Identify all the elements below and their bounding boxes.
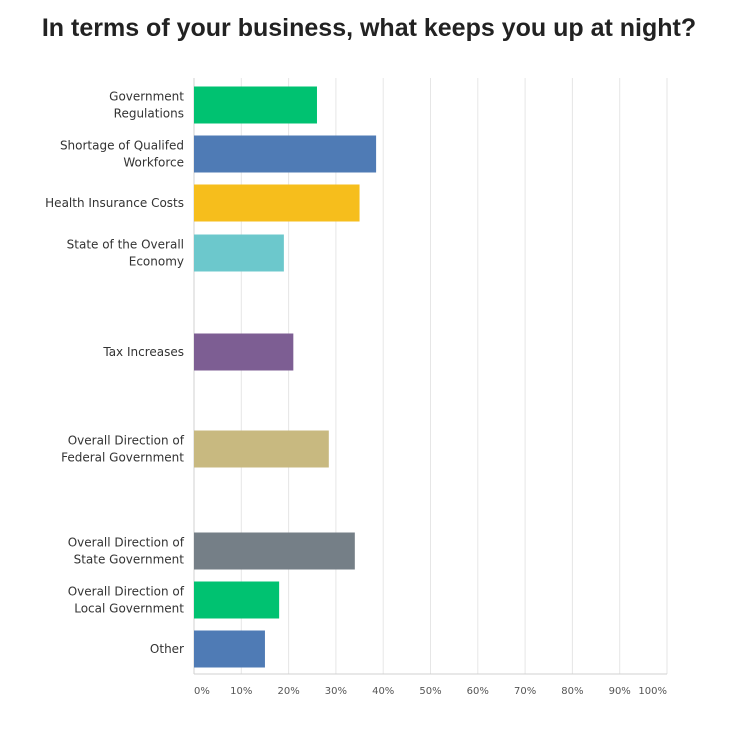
chart-title: In terms of your business, what keeps yo… bbox=[41, 14, 697, 42]
category-label: Federal Government bbox=[61, 451, 184, 465]
bar bbox=[194, 86, 317, 124]
category-label: Overall Direction of bbox=[68, 585, 185, 599]
x-tick-label: 10% bbox=[230, 686, 252, 697]
x-tick-label: 30% bbox=[325, 686, 347, 697]
bar bbox=[194, 184, 360, 222]
x-tick-label: 80% bbox=[561, 686, 583, 697]
x-tick-label: 50% bbox=[419, 686, 441, 697]
bars bbox=[194, 86, 377, 668]
category-label: Regulations bbox=[114, 107, 184, 121]
x-tick-label: 20% bbox=[277, 686, 299, 697]
bar bbox=[194, 581, 280, 619]
x-tick-label: 100% bbox=[638, 686, 667, 697]
x-tick-label: 0% bbox=[194, 686, 210, 697]
category-label: Tax Increases bbox=[102, 345, 184, 359]
grid-lines bbox=[193, 78, 668, 675]
category-label: Health Insurance Costs bbox=[45, 196, 184, 210]
x-tick-label: 90% bbox=[609, 686, 631, 697]
category-label: Economy bbox=[129, 255, 184, 269]
category-label: Overall Direction of bbox=[68, 536, 185, 550]
category-labels: Government Regulations Shortage of Qualife… bbox=[45, 90, 185, 657]
category-label: Local Government bbox=[74, 602, 184, 616]
category-label: State Government bbox=[74, 553, 185, 567]
x-tick-label: 60% bbox=[467, 686, 489, 697]
category-label: Overall Direction of bbox=[68, 434, 185, 448]
bar bbox=[194, 532, 355, 570]
category-label: Workforce bbox=[123, 156, 184, 170]
x-axis-tick-labels: 0% 10% 20% 30% 40% 50% 60% 70% 80% 90% 100% bbox=[194, 686, 667, 697]
category-label: State of the Overall bbox=[67, 238, 184, 252]
x-tick-label: 40% bbox=[372, 686, 394, 697]
bar bbox=[194, 333, 294, 371]
bar bbox=[194, 234, 284, 272]
category-label: Other bbox=[150, 642, 184, 656]
category-label: Government bbox=[109, 90, 184, 104]
bar bbox=[194, 430, 329, 468]
bar bbox=[194, 630, 265, 668]
x-tick-label: 70% bbox=[514, 686, 536, 697]
category-label: Shortage of Qualifed bbox=[60, 139, 184, 153]
bar bbox=[194, 135, 377, 173]
